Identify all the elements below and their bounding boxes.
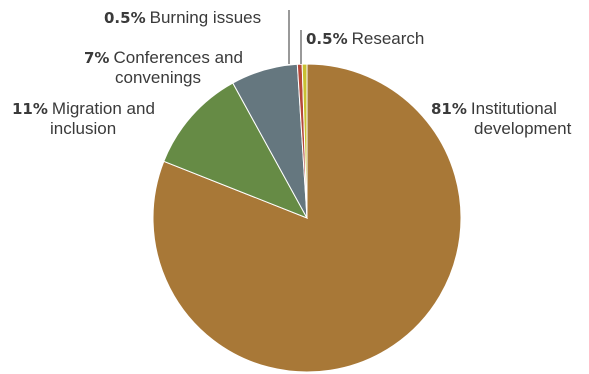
pct-burning-issues: 0.5% [104,9,146,27]
pie-slices [152,63,462,373]
text-burning-issues: Burning issues [149,8,262,27]
label-research: 0.5% Research [306,29,424,49]
pct-institutional: 81% [431,100,467,118]
pct-conferences: 7% [84,49,110,67]
pct-migration: 11% [12,100,48,118]
text-research: Research [351,29,425,48]
text-institutional-line2: development [474,119,572,138]
text-migration-line2: inclusion [50,119,117,138]
label-institutional: 81% Institutional development [431,99,571,139]
text-conferences-line2: convenings [115,68,202,87]
pie-slice-research [301,63,308,219]
pct-research: 0.5% [306,30,348,48]
label-migration: 11% Migration and inclusion [12,99,155,139]
label-burning-issues: 0.5% Burning issues [104,8,261,28]
text-conferences-line1: Conferences and [113,48,243,67]
pie-slice-migration-and-inclusion [163,82,309,219]
leader-lines [288,10,302,64]
text-migration-line1: Migration and [51,99,155,118]
text-institutional-line1: Institutional [470,99,557,118]
label-conferences: 7% Conferences and convenings [84,48,243,88]
